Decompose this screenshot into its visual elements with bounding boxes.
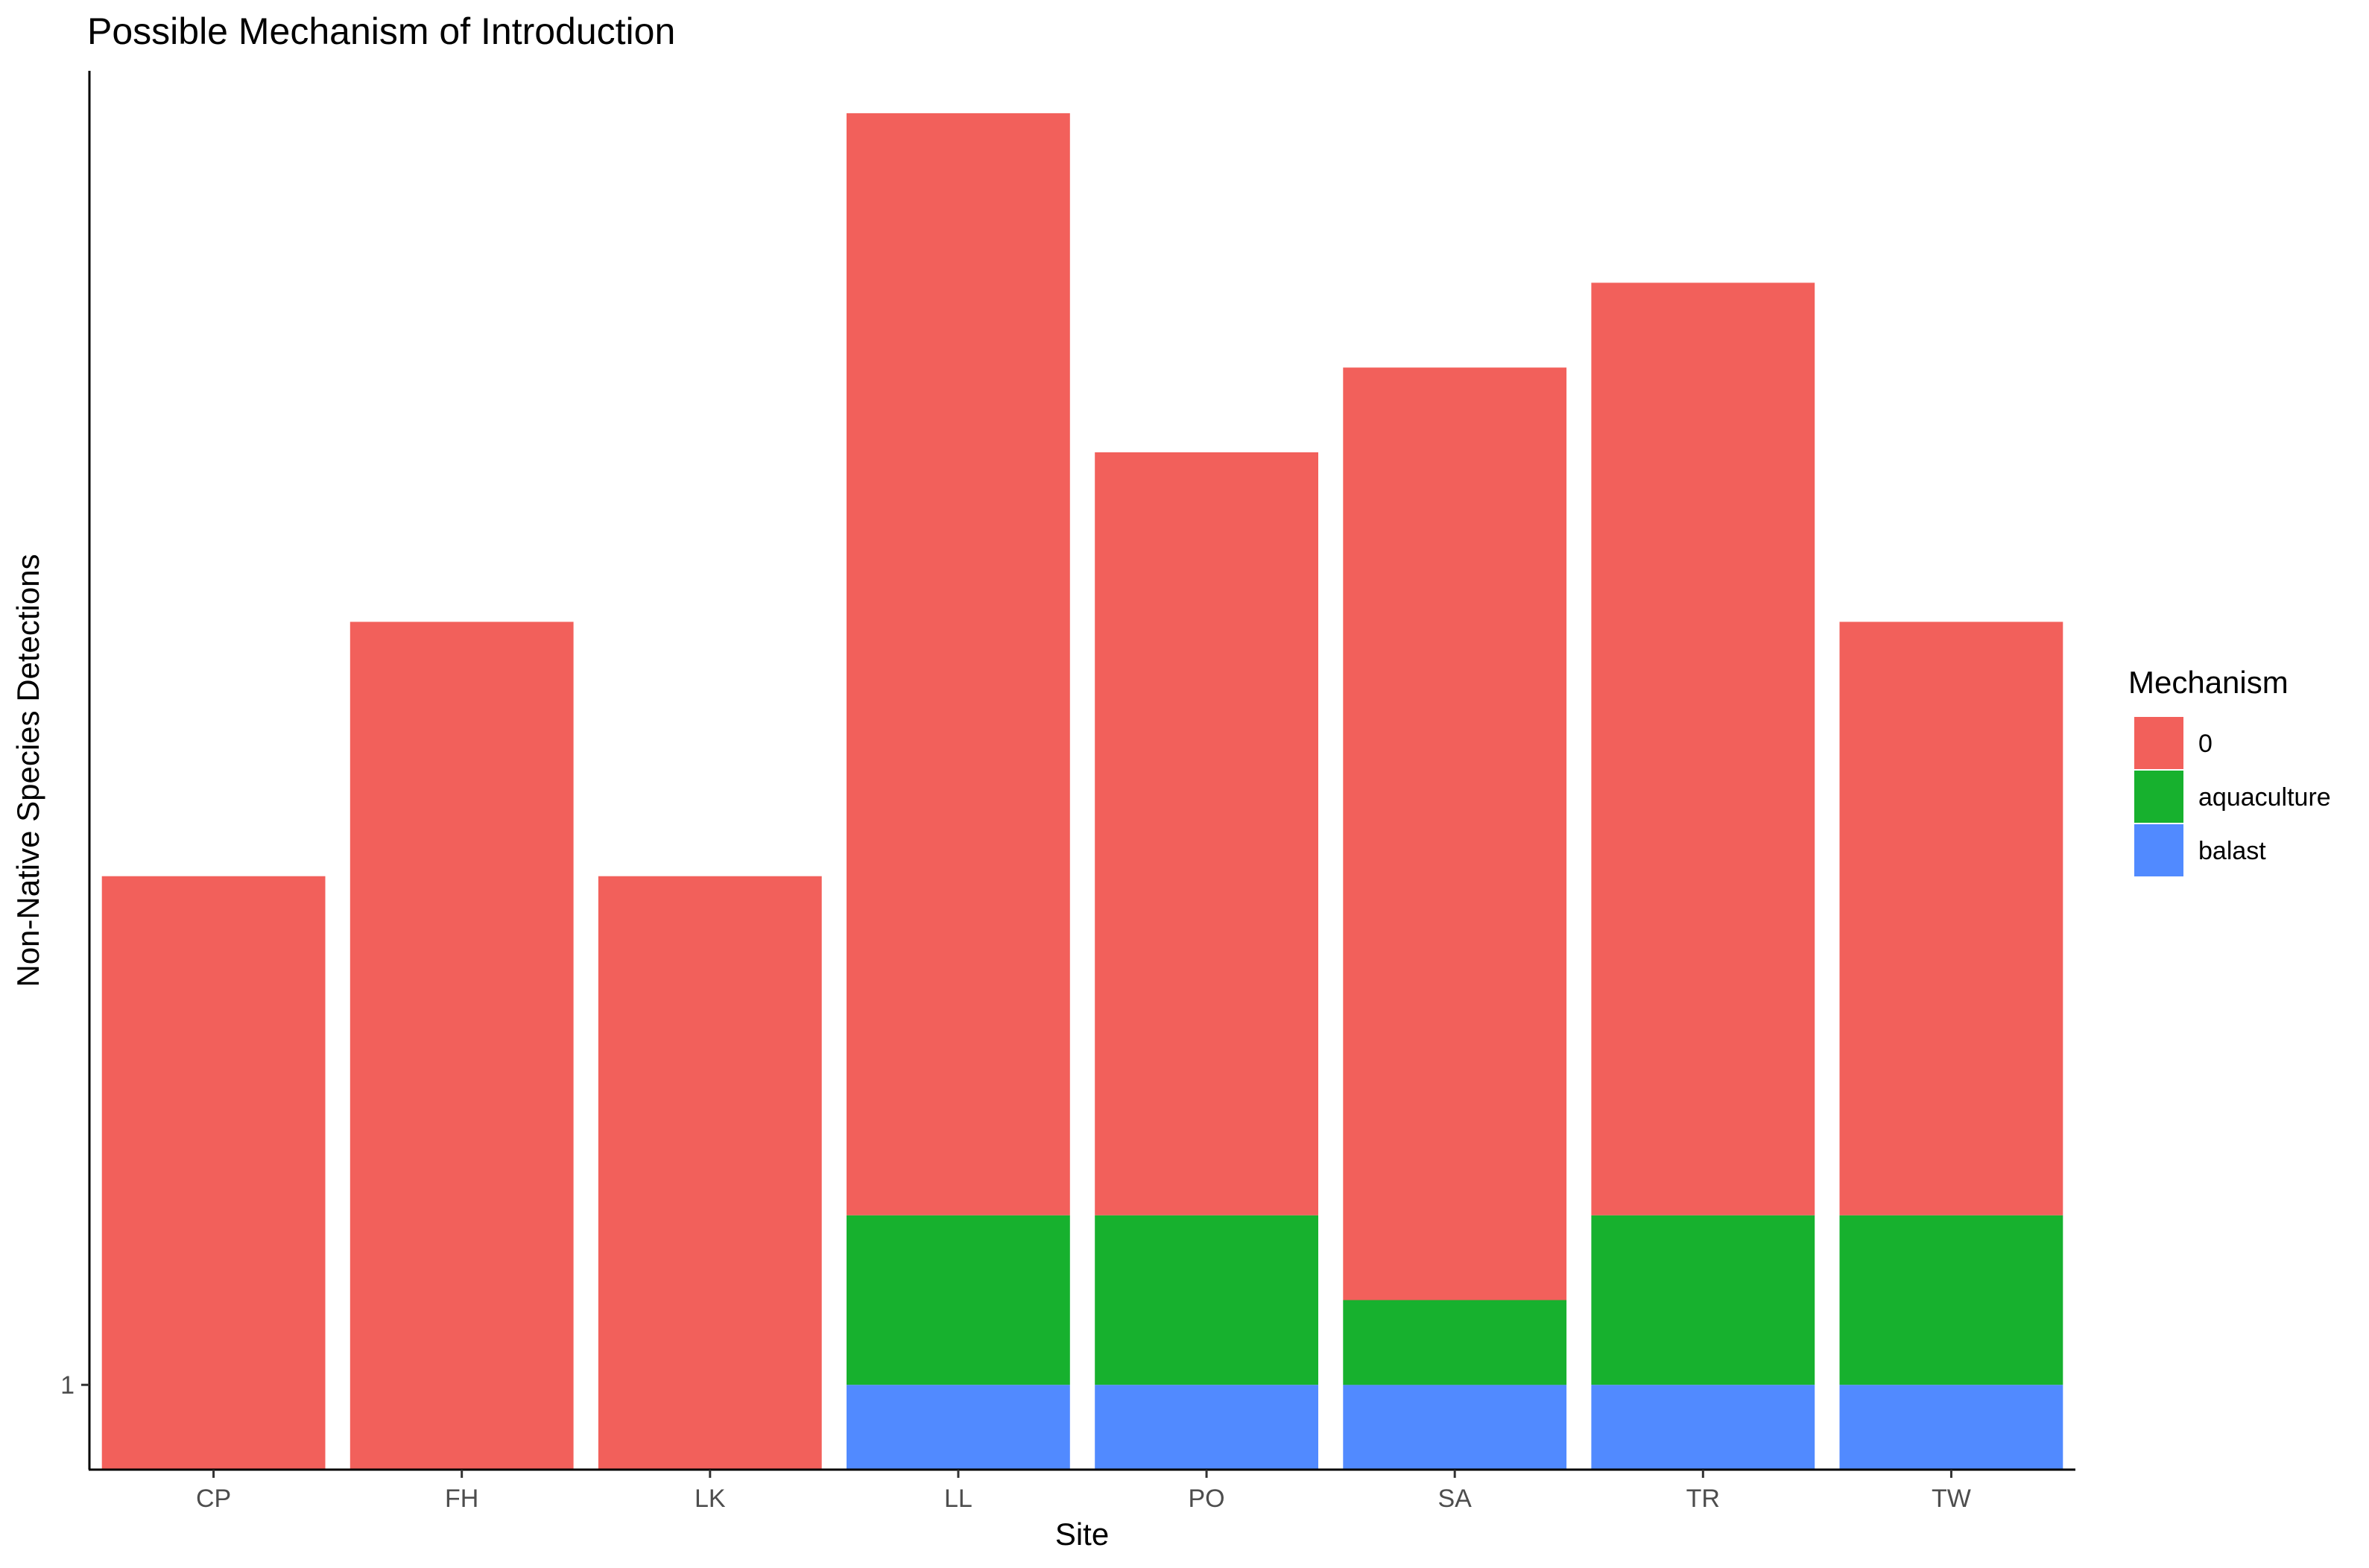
x-tick-label: PO (1189, 1485, 1225, 1513)
bar-po-aquaculture (1095, 1215, 1318, 1385)
legend-label-0: 0 (2198, 730, 2213, 758)
bar-po-0 (1095, 452, 1318, 1215)
legend-label-balast: balast (2198, 837, 2266, 865)
bar-ll-0 (847, 113, 1070, 1215)
x-tick-label: FH (445, 1485, 478, 1513)
bar-cp-0 (101, 876, 326, 1470)
y-axis-title: Non-Native Species Detections (10, 554, 45, 987)
y-ticks-group: 1 (60, 1371, 89, 1400)
x-tick-label: SA (1438, 1485, 1473, 1513)
bar-tr-aquaculture (1591, 1215, 1815, 1385)
legend-key-balast (2134, 824, 2183, 876)
chart-title: Possible Mechanism of Introduction (87, 10, 675, 52)
legend-key-aquaculture (2134, 771, 2183, 823)
x-tick-label: CP (196, 1485, 231, 1513)
bar-sa-aquaculture (1343, 1300, 1567, 1385)
x-ticks-group: CP FH LK LL PO SA TR TW (196, 1470, 1971, 1513)
bar-sa-balast (1343, 1385, 1567, 1470)
x-tick-label: TR (1686, 1485, 1720, 1513)
x-axis-title: Site (1055, 1517, 1109, 1552)
x-tick-label: LL (944, 1485, 972, 1513)
x-tick-label: TW (1932, 1485, 1971, 1513)
bar-sa-0 (1343, 367, 1567, 1300)
legend-title: Mechanism (2128, 665, 2289, 700)
bar-ll-balast (847, 1385, 1070, 1470)
bar-tw-balast (1839, 1385, 2063, 1470)
bar-ll-aquaculture (847, 1215, 1070, 1385)
legend-key-0 (2134, 717, 2183, 769)
bars-group (101, 113, 2063, 1470)
bar-po-balast (1095, 1385, 1318, 1470)
bar-tr-balast (1591, 1385, 1815, 1470)
bar-tr-0 (1591, 282, 1815, 1215)
legend-label-aquaculture: aquaculture (2198, 783, 2331, 812)
legend: Mechanism 0 aquaculture balast (2128, 665, 2331, 876)
bar-tw-aquaculture (1839, 1215, 2063, 1385)
bar-fh-0 (350, 622, 574, 1470)
y-tick-label: 1 (60, 1371, 75, 1400)
bar-tw-0 (1839, 622, 2063, 1215)
bar-lk-0 (598, 876, 822, 1470)
x-tick-label: LK (695, 1485, 726, 1513)
